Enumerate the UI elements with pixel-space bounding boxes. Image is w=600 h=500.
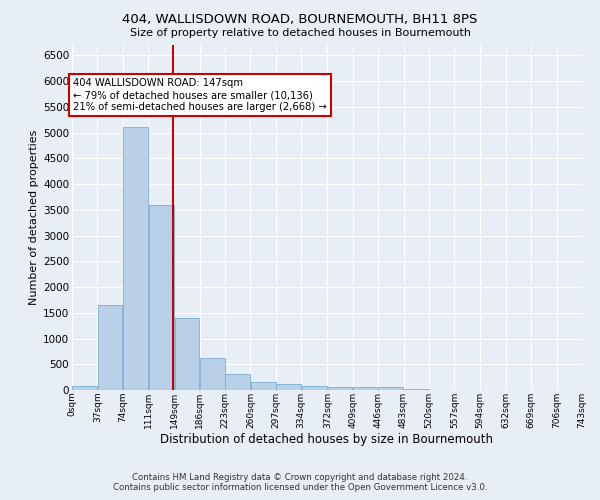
Bar [226,374,250,390]
Bar [353,387,378,390]
Bar [98,305,122,390]
Bar [73,386,97,390]
X-axis label: Distribution of detached houses by size in Bournemouth: Distribution of detached houses by size … [161,434,493,446]
Bar [123,128,148,390]
Bar [200,358,225,390]
Bar [379,387,403,390]
Text: 404 WALLISDOWN ROAD: 147sqm
← 79% of detached houses are smaller (10,136)
21% of: 404 WALLISDOWN ROAD: 147sqm ← 79% of det… [73,78,327,112]
Bar [276,384,301,390]
Bar [328,387,352,390]
Text: 404, WALLISDOWN ROAD, BOURNEMOUTH, BH11 8PS: 404, WALLISDOWN ROAD, BOURNEMOUTH, BH11 … [122,12,478,26]
Bar [302,386,327,390]
Bar [251,382,275,390]
Bar [175,318,199,390]
Bar [149,204,174,390]
Y-axis label: Number of detached properties: Number of detached properties [29,130,39,305]
Text: Contains HM Land Registry data © Crown copyright and database right 2024.
Contai: Contains HM Land Registry data © Crown c… [113,473,487,492]
Text: Size of property relative to detached houses in Bournemouth: Size of property relative to detached ho… [130,28,470,38]
